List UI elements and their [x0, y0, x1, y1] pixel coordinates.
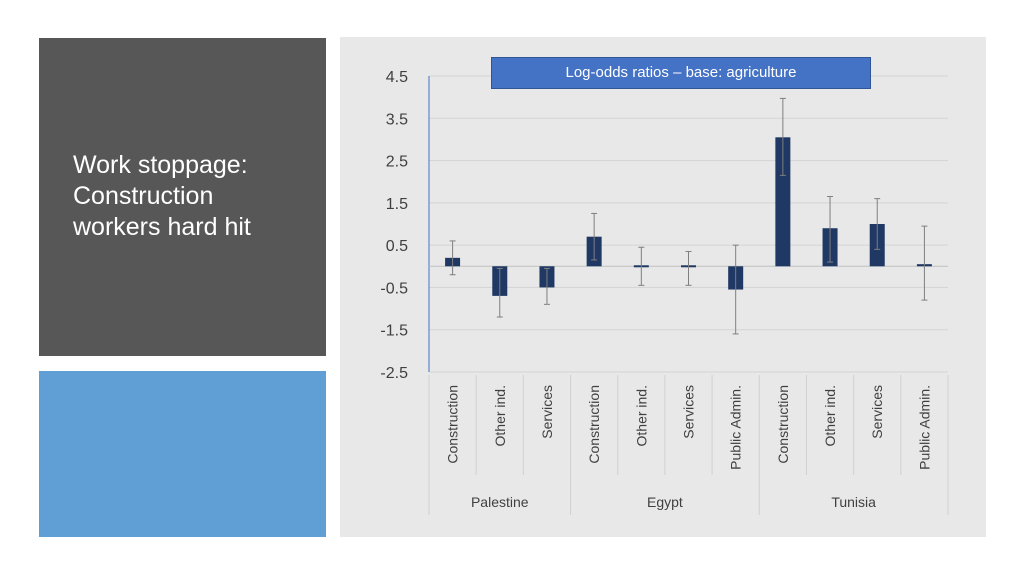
slide-title-line-3: workers hard hit: [73, 213, 251, 241]
x-tick-label: Other ind.: [633, 385, 649, 446]
y-tick-label: -0.5: [380, 280, 408, 297]
group-label: Tunisia: [831, 494, 876, 510]
x-tick-label: Construction: [586, 385, 602, 464]
x-tick-label: Other ind.: [822, 385, 838, 446]
bar: [775, 137, 791, 267]
y-tick-label: 0.5: [386, 238, 408, 255]
group-label: Egypt: [647, 494, 683, 510]
x-tick-label: Construction: [775, 385, 791, 464]
x-tick-label: Construction: [445, 385, 461, 464]
title-panel: Work stoppage: Construction workers hard…: [39, 38, 326, 356]
y-tick-label: -1.5: [380, 323, 408, 340]
accent-panel: [39, 371, 326, 537]
y-tick-label: 1.5: [386, 196, 408, 213]
x-tick-label: Services: [869, 385, 885, 439]
x-tick-label: Public Admin.: [728, 385, 744, 470]
y-tick-label: 4.5: [386, 69, 408, 86]
slide-title-line-1: Work stoppage:: [73, 151, 248, 179]
slide-title: Work stoppage: Construction workers hard…: [73, 150, 313, 243]
x-tick-label: Services: [681, 385, 697, 439]
bar-chart: 4.5 3.5 2.5 1.5 0.5 -0.5 -1.5 -2.5 Construction O…: [380, 69, 949, 515]
x-tick-label: Other ind.: [492, 385, 508, 446]
group-label: Palestine: [471, 494, 529, 510]
y-tick-label: 2.5: [386, 154, 408, 171]
slide-title-line-2: Construction: [73, 182, 214, 210]
chart-title: Log-odds ratios – base: agriculture: [491, 57, 871, 89]
x-tick-label: Services: [539, 385, 555, 439]
y-tick-label: 3.5: [386, 111, 408, 128]
y-tick-label: -2.5: [380, 365, 408, 382]
chart-panel: 4.5 3.5 2.5 1.5 0.5 -0.5 -1.5 -2.5 Construction O…: [340, 37, 986, 537]
x-tick-label: Public Admin.: [916, 385, 932, 470]
